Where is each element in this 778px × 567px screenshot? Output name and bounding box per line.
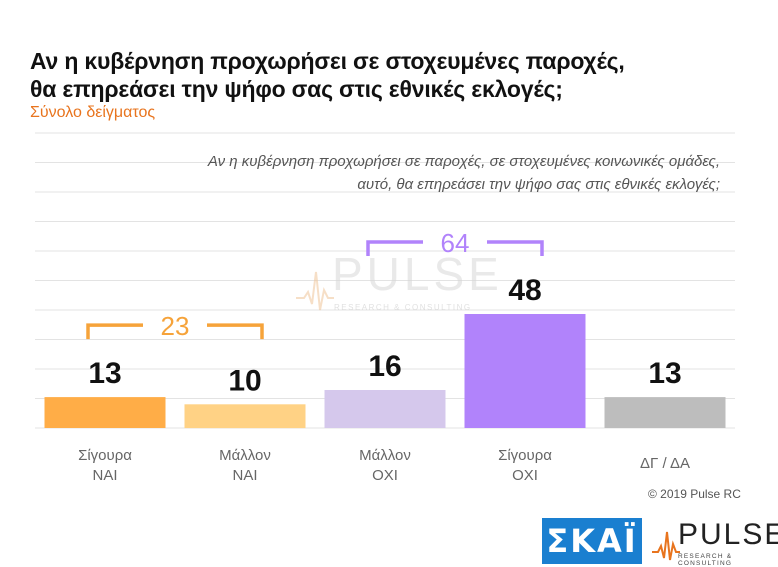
group-total-label: 23 <box>161 311 190 341</box>
bracket-left-arm <box>86 323 143 340</box>
bracket-right-arm <box>207 323 264 340</box>
category-label: ΟΧΙ <box>372 467 398 484</box>
watermark: PULSE RESEARCH & CONSULTING <box>296 248 503 312</box>
survey-question-line2: αυτό, θα επηρεάσει την ψήφο σας στις εθν… <box>357 176 720 193</box>
category-label: Μάλλον <box>219 447 271 464</box>
copyright-text: © 2019 Pulse RC <box>648 487 741 501</box>
value-label: 13 <box>648 357 681 390</box>
survey-question-line1: Αν η κυβέρνηση προχωρήσει σε παροχές, σε… <box>207 153 720 170</box>
group-total-label: 64 <box>441 228 470 258</box>
category-label: ΔΓ / ΔΑ <box>640 455 690 472</box>
category-label: Σίγουρα <box>498 447 552 464</box>
category-label: ΝΑΙ <box>232 467 257 484</box>
group-bracket: 23 <box>86 311 264 341</box>
category-labels: Σίγουρα ΝΑΙ Μάλλον ΝΑΙ Μάλλον ΟΧΙ Σίγουρα ΟΧΙ ΔΓ… <box>78 447 690 484</box>
bar <box>604 397 726 428</box>
bracket-right-arm <box>487 240 544 256</box>
value-label: 13 <box>88 357 121 390</box>
chart-title-line1: Αν η κυβέρνηση προχωρήσει σε στοχευμένες… <box>30 48 625 74</box>
skai-logo: ΣΚΑΪ <box>542 518 642 564</box>
bracket-left-arm <box>366 240 423 256</box>
bars <box>44 314 726 429</box>
chart-title-line2: θα επηρεάσει την ψήφο σας στις εθνικές ε… <box>30 76 563 102</box>
category-label: Μάλλον <box>359 447 411 464</box>
value-label: 48 <box>508 274 541 307</box>
value-label: 10 <box>228 364 261 397</box>
category-label: ΟΧΙ <box>512 467 538 484</box>
pulse-logo: PULSE RESEARCH & CONSULTING <box>650 518 778 567</box>
watermark-tagline: RESEARCH & CONSULTING <box>334 303 472 312</box>
value-label: 16 <box>368 350 401 383</box>
pulse-logo-line-icon <box>652 531 680 561</box>
chart-subtitle: Σύνολο δείγματος <box>30 104 156 121</box>
category-label: Σίγουρα <box>78 447 132 464</box>
bar <box>324 390 446 428</box>
bar <box>184 404 306 429</box>
pulse-logo-tagline: RESEARCH & CONSULTING <box>678 553 733 567</box>
group-bracket: 64 <box>366 228 544 258</box>
group-brackets: 23 64 <box>86 228 544 341</box>
chart-title: Αν η κυβέρνηση προχωρήσει σε στοχευμένες… <box>30 47 730 103</box>
value-labels: 13 10 16 48 13 <box>88 274 681 397</box>
bar <box>464 314 586 428</box>
survey-question: Αν η κυβέρνηση προχωρήσει σε παροχές, σε… <box>100 150 720 196</box>
category-label: ΝΑΙ <box>92 467 117 484</box>
watermark-word: PULSE <box>332 248 503 300</box>
watermark-pulse-line <box>296 271 334 311</box>
bar <box>44 397 166 428</box>
pulse-logo-word: PULSE <box>678 518 778 551</box>
